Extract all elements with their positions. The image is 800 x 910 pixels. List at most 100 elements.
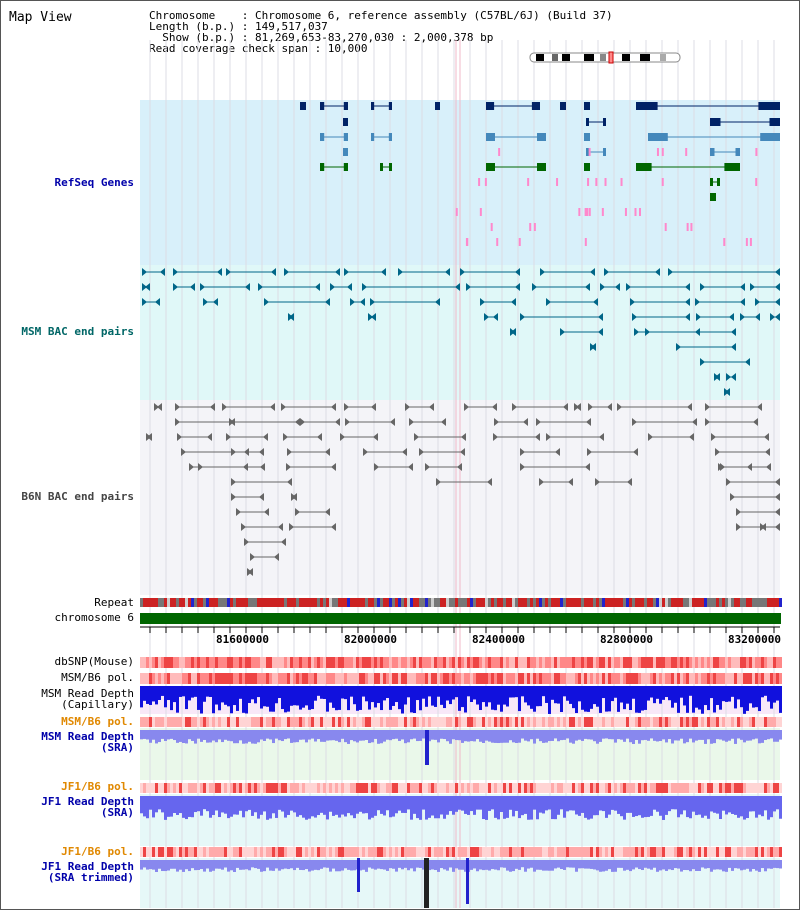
read-depth-bar xyxy=(176,686,179,713)
read-depth-bar xyxy=(446,730,449,742)
dbsnp-label[interactable]: dbSNP(Mouse) xyxy=(54,655,134,668)
read-depth-bar xyxy=(728,686,731,702)
read-depth-bar xyxy=(146,686,149,704)
read-depth-bar xyxy=(734,860,737,869)
read-depth-bar xyxy=(170,686,173,711)
read-depth-bar xyxy=(182,686,185,697)
read-depth-bar xyxy=(551,860,554,871)
read-depth-bar xyxy=(188,730,191,740)
b6n-bac-label[interactable]: B6N BAC end pairs xyxy=(21,490,134,503)
polymorphism-mark xyxy=(455,717,458,727)
repeat-mark xyxy=(356,598,359,607)
polymorphism-mark xyxy=(584,847,587,857)
polymorphism-mark xyxy=(509,847,512,857)
coverage-line: Read coverage check span : 10,000 xyxy=(149,42,368,55)
repeat-mark xyxy=(365,598,368,607)
jf1-b6-pol2-label[interactable]: JF1/B6 pol. xyxy=(61,845,134,858)
bac-end-marker xyxy=(264,508,269,516)
polymorphism-mark xyxy=(461,673,464,684)
polymorphism-mark xyxy=(464,657,467,668)
bac-end-marker xyxy=(595,478,600,486)
polymorphism-mark xyxy=(377,673,380,684)
read-depth-bar xyxy=(257,860,260,869)
msm-read-depth-cap-label[interactable]: MSM Read Depth (Capillary) xyxy=(41,687,134,711)
polymorphism-mark xyxy=(152,783,155,793)
read-depth-bar xyxy=(443,796,446,819)
polymorphism-mark xyxy=(605,783,608,793)
gene-exon xyxy=(584,163,587,171)
bac-end-marker xyxy=(363,448,368,456)
read-depth-bar xyxy=(302,860,305,871)
read-depth-bar xyxy=(278,860,281,871)
read-depth-bar xyxy=(590,860,593,869)
read-depth-bar xyxy=(152,860,155,870)
bac-end-marker xyxy=(231,493,236,501)
repeat-mark xyxy=(224,598,227,607)
read-depth-bar xyxy=(158,730,161,743)
jf1-b6-pol-label[interactable]: JF1/B6 pol. xyxy=(61,780,134,793)
polymorphism-mark xyxy=(548,673,551,684)
msm-b6-pol2-label[interactable]: MSM/B6 pol. xyxy=(61,715,134,728)
polymorphism-mark xyxy=(176,717,179,727)
read-depth-bar xyxy=(614,796,617,811)
read-depth-bar xyxy=(575,796,578,815)
repeat-mark xyxy=(152,598,155,607)
repeat-mark xyxy=(623,598,626,607)
polymorphism-mark xyxy=(242,657,245,668)
repeat-mark xyxy=(737,598,740,607)
repeat-mark xyxy=(650,598,653,607)
polymorphism-mark xyxy=(254,657,257,668)
polymorphism-mark xyxy=(755,847,758,857)
polymorphism-mark xyxy=(719,673,722,684)
polymorphism-mark xyxy=(320,673,323,684)
read-depth-bar xyxy=(227,796,230,819)
polymorphism-mark xyxy=(272,783,275,793)
polymorphism-mark xyxy=(707,847,710,857)
bac-end-marker xyxy=(441,418,446,426)
msm-bac-label[interactable]: MSM BAC end pairs xyxy=(21,325,134,338)
msm-read-depth-sra-label[interactable]: MSM Read Depth (SRA) xyxy=(41,730,134,754)
read-depth-bar xyxy=(521,796,524,816)
gene-exon xyxy=(758,102,780,110)
polymorphism-mark xyxy=(275,657,278,668)
polymorphism-mark xyxy=(638,673,641,684)
polymorphism-mark xyxy=(164,673,167,684)
read-depth-bar xyxy=(650,730,653,739)
polymorphism-mark xyxy=(602,717,605,727)
polymorphism-mark xyxy=(224,847,227,857)
polymorphism-mark xyxy=(650,783,653,793)
bac-end-marker xyxy=(540,268,545,276)
polymorphism-mark xyxy=(176,657,179,668)
read-depth-bar xyxy=(611,730,614,740)
read-depth-bar xyxy=(392,796,395,817)
bac-end-marker xyxy=(344,403,349,411)
polymorphism-mark xyxy=(329,847,332,857)
jf1-read-depth-sra-label[interactable]: JF1 Read Depth (SRA) xyxy=(41,795,134,819)
polymorphism-mark xyxy=(737,657,740,668)
refseq-label[interactable]: RefSeq Genes xyxy=(54,176,134,189)
msm-b6-pol-label[interactable]: MSM/B6 pol. xyxy=(61,671,134,684)
polymorphism-mark xyxy=(392,657,395,668)
read-depth-bar xyxy=(404,686,407,705)
read-depth-bar xyxy=(749,730,752,741)
polymorphism-mark xyxy=(389,717,392,727)
jf1-read-depth-trim-label[interactable]: JF1 Read Depth (SRA trimmed) xyxy=(41,860,134,884)
repeat-mark xyxy=(674,598,677,607)
polymorphism-mark xyxy=(581,673,584,684)
bac-end-marker xyxy=(226,268,231,276)
repeat-mark xyxy=(554,598,557,607)
polymorphism-mark xyxy=(386,717,389,727)
repeat-mark xyxy=(377,598,380,607)
read-depth-bar xyxy=(266,796,269,820)
read-depth-bar xyxy=(407,796,410,810)
read-depth-bar xyxy=(545,796,548,811)
polymorphism-mark xyxy=(212,783,215,793)
read-depth-bar xyxy=(308,730,311,740)
read-depth-bar xyxy=(452,860,455,872)
repeat-mark xyxy=(500,598,503,607)
read-depth-bar xyxy=(365,796,368,814)
refseq-pink-mark xyxy=(527,178,530,186)
refseq-pink-mark xyxy=(634,208,637,216)
polymorphism-mark xyxy=(200,673,203,684)
